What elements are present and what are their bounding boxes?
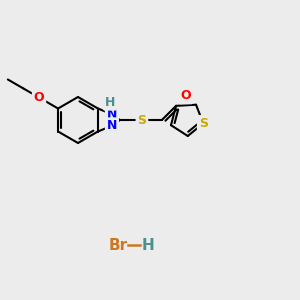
Text: H: H (142, 238, 154, 253)
Text: S: S (137, 113, 146, 127)
Text: S: S (199, 117, 208, 130)
Text: H: H (105, 96, 115, 109)
Text: N: N (107, 119, 117, 132)
Text: Br: Br (108, 238, 128, 253)
Text: O: O (181, 89, 191, 103)
Text: O: O (34, 91, 44, 104)
Text: N: N (107, 108, 117, 121)
